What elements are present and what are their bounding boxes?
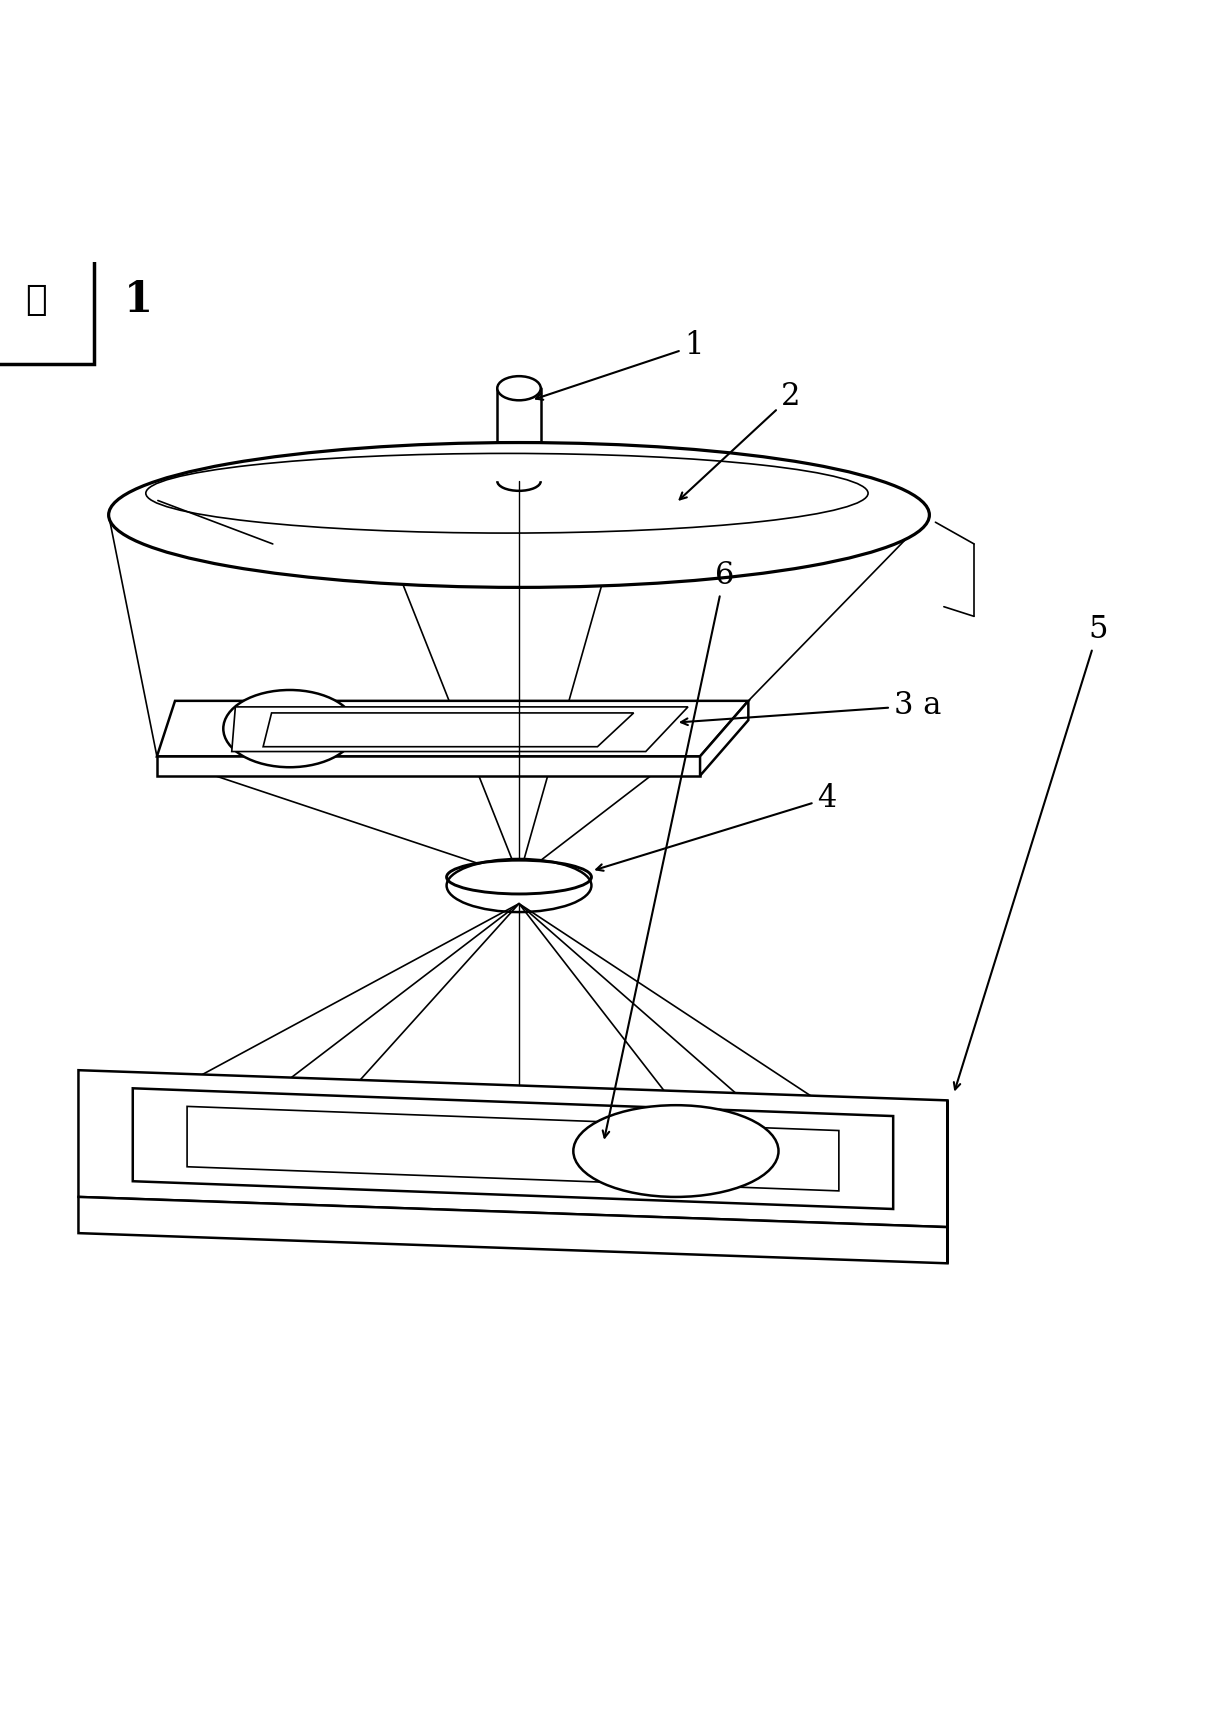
Ellipse shape xyxy=(573,1105,779,1197)
Ellipse shape xyxy=(497,375,541,400)
Polygon shape xyxy=(78,1197,947,1263)
Polygon shape xyxy=(78,1071,947,1227)
Polygon shape xyxy=(157,756,700,775)
Bar xyxy=(0,237,94,363)
Text: 3 a: 3 a xyxy=(681,690,941,725)
Text: 6: 6 xyxy=(602,561,734,1138)
Text: 1: 1 xyxy=(536,330,704,400)
Text: 2: 2 xyxy=(680,381,800,500)
Text: 4: 4 xyxy=(596,784,836,870)
Ellipse shape xyxy=(109,443,929,588)
Polygon shape xyxy=(157,701,748,756)
Polygon shape xyxy=(700,701,748,775)
Ellipse shape xyxy=(447,860,591,894)
Ellipse shape xyxy=(223,690,356,766)
Text: 1: 1 xyxy=(124,279,153,322)
Text: 5: 5 xyxy=(954,614,1108,1090)
Polygon shape xyxy=(232,708,688,751)
Text: 図: 図 xyxy=(25,284,47,317)
